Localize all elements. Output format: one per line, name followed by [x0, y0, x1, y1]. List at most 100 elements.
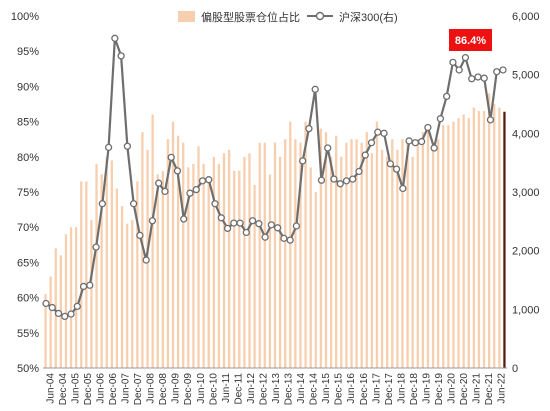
x-tick-label: Jun-19 [421, 373, 432, 404]
bar [335, 135, 338, 368]
bar [416, 139, 419, 368]
line-point [180, 215, 188, 223]
line-point [411, 139, 420, 147]
line-point [380, 129, 388, 137]
line-point [198, 177, 207, 185]
bar [477, 111, 481, 368]
bar [380, 149, 384, 368]
x-tick-label: Jun-20 [447, 373, 458, 404]
bar [166, 139, 170, 368]
line-point [173, 167, 182, 175]
line-point [73, 302, 81, 311]
bar [243, 156, 246, 368]
bar [447, 125, 450, 369]
line-point [61, 312, 69, 321]
x-tick-label: Jun-06 [95, 373, 106, 404]
line-point [486, 116, 495, 124]
left-tick-label: 60% [17, 293, 39, 305]
x-tick-label: Jun-16 [346, 373, 357, 404]
line-point [217, 214, 225, 222]
line-point [54, 309, 63, 318]
line-point [499, 66, 507, 74]
line-point [392, 165, 401, 173]
bar [401, 139, 404, 368]
right-tick-label: 2,000 [512, 246, 540, 258]
x-tick-label: Dec-06 [108, 373, 119, 406]
line-point [92, 243, 100, 251]
bar [304, 121, 307, 368]
bar [391, 139, 394, 368]
line-point [42, 299, 50, 308]
line-point [280, 234, 288, 243]
line-point [167, 153, 175, 162]
bar [171, 121, 175, 368]
bar [120, 206, 124, 368]
bar [452, 121, 455, 368]
x-tick-label: Jun-10 [196, 373, 207, 404]
left-tick-label: 95% [17, 46, 39, 58]
bar [324, 132, 328, 368]
bar [472, 107, 475, 369]
line-point [342, 177, 351, 185]
bar [222, 153, 226, 368]
bar [411, 156, 414, 368]
right-tick-label: 5,000 [512, 70, 540, 82]
x-tick-label: Jun-12 [246, 373, 257, 404]
bar [192, 163, 195, 368]
bar [319, 128, 323, 368]
bar [238, 170, 241, 368]
line-point [468, 75, 476, 83]
bar [197, 146, 200, 368]
x-tick-label: Dec-18 [409, 373, 420, 406]
left-tick-label: 80% [17, 152, 39, 164]
bar [498, 107, 501, 369]
bar [457, 118, 460, 368]
bar [263, 142, 266, 368]
line-point [405, 137, 413, 145]
line-point [117, 52, 125, 60]
line-point [424, 123, 432, 132]
line-point [192, 185, 200, 194]
bar [182, 142, 185, 368]
line-point [361, 151, 369, 159]
bar [151, 114, 154, 368]
x-tick-label: Dec-13 [284, 373, 295, 406]
line-point [86, 281, 94, 289]
legend-line-label: 沪深300(右) [339, 10, 398, 24]
bar [329, 156, 333, 368]
line-point [330, 175, 338, 183]
bar [207, 177, 210, 368]
bar [85, 181, 88, 368]
callout-text: 86.4% [455, 35, 486, 47]
line-point [436, 115, 445, 123]
line-point [349, 175, 357, 183]
x-tick-label: Dec-14 [309, 373, 320, 406]
line-point [355, 167, 363, 176]
bar [503, 111, 506, 369]
line-point [324, 144, 332, 152]
x-tick-label: Dec-09 [183, 373, 194, 406]
x-tick-label: Jun-09 [171, 373, 182, 404]
bar [253, 184, 256, 368]
line-point [242, 228, 250, 237]
bar [156, 174, 159, 368]
line-point [98, 200, 106, 208]
bar [345, 142, 348, 368]
bar [141, 132, 144, 368]
line-point [261, 233, 269, 241]
x-tick-label: Dec-17 [384, 373, 395, 406]
line-point [123, 142, 132, 150]
line-point [317, 176, 326, 184]
bar [314, 192, 317, 368]
line-point [336, 180, 344, 188]
bar [467, 118, 470, 368]
bar [355, 139, 358, 368]
line-point [449, 58, 457, 66]
bar [431, 142, 435, 368]
x-tick-label: Dec-16 [359, 373, 370, 406]
line-point [230, 219, 238, 227]
value-callout: 86.4% [449, 29, 492, 51]
line-point [48, 303, 56, 312]
bar [340, 156, 343, 368]
